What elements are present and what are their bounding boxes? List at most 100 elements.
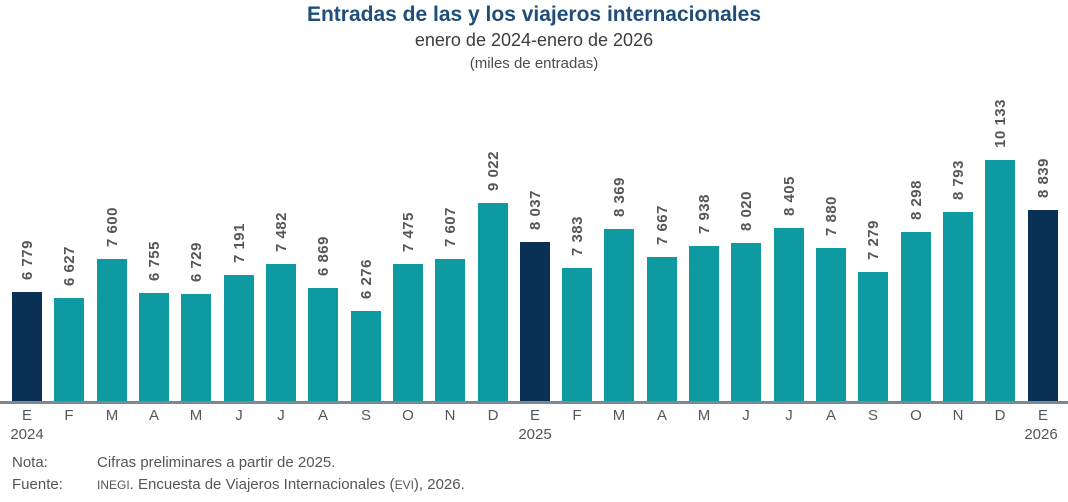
x-axis-line [0, 401, 1068, 404]
bar-value-label-wrap: 7 607 [435, 0, 465, 247]
bar-value-label-wrap: 8 793 [943, 0, 973, 200]
plot-area: 6 779 6 627 7 600 6 755 6 729 7 191 7 482 6 869… [12, 0, 1058, 401]
note-row: Nota: Cifras preliminares a partir de 202… [12, 454, 1062, 471]
bar-value-label-wrap: 8 405 [774, 0, 804, 216]
bar-value-label-wrap: 7 880 [816, 0, 846, 236]
x-axis-month-label: J [235, 407, 243, 424]
x-axis-month-label: S [360, 407, 371, 424]
x-axis-month-label: A [317, 407, 328, 424]
bar-value-label-wrap: 6 729 [181, 0, 211, 282]
bar-value-label: 8 839 [1034, 157, 1052, 198]
x-axis-month-label: E [1037, 407, 1048, 424]
bar-value-label: 8 037 [526, 189, 544, 230]
bar-f-13 [562, 268, 592, 401]
bar-value-label: 10 133 [991, 99, 1009, 148]
bar-value-label: 7 880 [822, 195, 840, 236]
bar-value-label: 6 779 [18, 239, 36, 280]
bar-value-label-wrap: 7 475 [393, 0, 423, 252]
bar-o-21 [901, 232, 931, 401]
bar-value-label-wrap: 10 133 [985, 0, 1015, 148]
bar-s-8 [351, 311, 381, 401]
bar-value-label-wrap: 6 276 [351, 0, 381, 299]
bar-value-label-wrap: 9 022 [478, 0, 508, 191]
fuente-text: . Encuesta de Viajeros Internacionales ( [129, 476, 395, 493]
bar-a-7 [308, 288, 338, 401]
x-axis-month-label: M [105, 407, 119, 424]
x-axis-month-label: J [742, 407, 750, 424]
x-axis-month-label: M [697, 407, 711, 424]
bar-value-label: 8 020 [737, 190, 755, 231]
x-axis-month-label: F [572, 407, 582, 424]
x-axis-month-label: M [189, 407, 203, 424]
x-axis-month-label: D [994, 407, 1006, 424]
bar-value-label-wrap: 8 020 [731, 0, 761, 231]
bar-value-label: 7 279 [864, 219, 882, 260]
bar-value-label: 6 729 [187, 241, 205, 282]
nota-label: Nota: [12, 454, 48, 471]
bar-value-label-wrap: 7 279 [858, 0, 888, 260]
fuente-label: Fuente: [12, 476, 63, 493]
x-axis-month-label: E [21, 407, 32, 424]
bar-value-label-wrap: 7 191 [224, 0, 254, 263]
bar-value-label: 7 667 [653, 204, 671, 245]
bar-m-14 [604, 229, 634, 401]
bar-value-label-wrap: 6 869 [308, 0, 338, 276]
x-axis-month-label: J [277, 407, 285, 424]
bar-value-label: 9 022 [484, 150, 502, 191]
bar-e-0 [12, 292, 42, 401]
bar-value-label-wrap: 7 482 [266, 0, 296, 252]
bar-value-label: 8 405 [780, 175, 798, 216]
source-row: Fuente: INEGI. Encuesta de Viajeros Inter… [12, 476, 1062, 493]
x-axis-month-label: N [444, 407, 456, 424]
bar-j-6 [266, 264, 296, 401]
bar-a-15 [647, 257, 677, 401]
bar-a-19 [816, 248, 846, 401]
x-axis-month-label: O [402, 407, 414, 424]
bar-value-label: 7 475 [399, 211, 417, 252]
bar-value-label-wrap: 6 627 [54, 0, 84, 286]
bar-value-label: 7 383 [568, 215, 586, 256]
bar-value-label-wrap: 8 369 [604, 0, 634, 217]
bar-value-label: 6 276 [357, 258, 375, 299]
bar-d-23 [985, 160, 1015, 401]
bar-d-11 [478, 203, 508, 401]
fuente-inegi: INEGI [97, 478, 130, 492]
bar-value-label: 8 369 [610, 176, 628, 217]
x-axis-month-label: A [825, 407, 836, 424]
chart-units-note: (miles de entradas) [469, 55, 599, 72]
bar-n-10 [435, 259, 465, 401]
fuente-text-end: ), 2026. [413, 476, 465, 493]
chart-title: Entradas de las y los viajeros internaci… [306, 3, 762, 26]
bar-f-1 [54, 298, 84, 401]
x-axis-year-label-2024: 2024 [10, 426, 44, 443]
bar-m-4 [181, 294, 211, 401]
x-axis-month-label: J [785, 407, 793, 424]
bar-value-label-wrap: 6 779 [12, 0, 42, 280]
bar-n-22 [943, 212, 973, 401]
x-axis-month-label: A [656, 407, 667, 424]
x-axis-month-label: E [529, 407, 540, 424]
bar-value-label: 7 600 [103, 206, 121, 247]
bar-e-24 [1028, 210, 1058, 401]
x-axis-month-label: D [487, 407, 499, 424]
bar-s-20 [858, 272, 888, 401]
bar-value-label: 6 755 [145, 240, 163, 281]
chart-subtitle: enero de 2024-enero de 2026 [414, 30, 654, 50]
bar-o-9 [393, 264, 423, 401]
x-axis-month-label: N [952, 407, 964, 424]
bar-value-label: 7 607 [441, 206, 459, 247]
x-axis-month-label: O [910, 407, 922, 424]
x-axis-month-label: M [612, 407, 626, 424]
x-axis-month-label: F [64, 407, 74, 424]
x-axis-month-label: S [867, 407, 878, 424]
x-axis-year-label-2025: 2025 [518, 426, 552, 443]
bar-value-label-wrap: 8 037 [520, 0, 550, 230]
bar-j-17 [731, 243, 761, 401]
bar-value-label-wrap: 8 839 [1028, 0, 1058, 198]
bar-value-label-wrap: 8 298 [901, 0, 931, 220]
bar-value-label: 7 191 [230, 222, 248, 263]
bar-m-16 [689, 246, 719, 401]
bar-value-label: 6 869 [314, 235, 332, 276]
bar-value-label-wrap: 7 383 [562, 0, 592, 256]
